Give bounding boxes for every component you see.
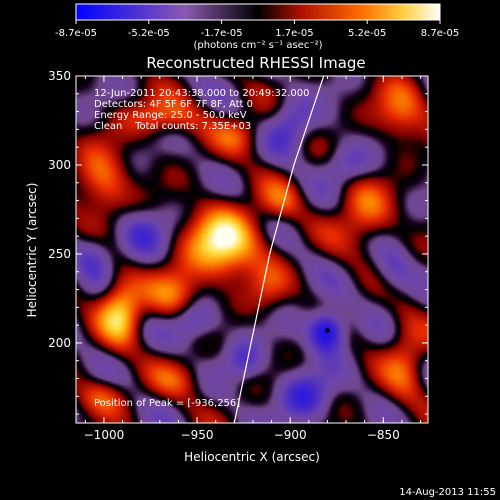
colorbar-tick-label: 8.7e-05 [421, 28, 459, 39]
x-tick-label: −1000 [84, 428, 125, 442]
x-tick-label: −950 [181, 428, 214, 442]
y-tick-label: 300 [48, 158, 71, 172]
energy-range-text: Energy Range: 25.0 - 50.0 keV [94, 110, 247, 121]
colorbar-tick-label: -1.7e-05 [201, 28, 243, 39]
x-tick-label: −900 [274, 428, 307, 442]
colorbar: -8.7e-05 -5.2e-05 -1.7e-05 1.7e-05 5.2e-05 8.… [55, 3, 459, 51]
y-axis-label: Heliocentric Y (arcsec) [25, 183, 39, 318]
x-axis-label: Heliocentric X (arcsec) [184, 450, 320, 464]
annotations: 12-Jun-2011 20:43:38.000 to 20:49:32.000… [94, 88, 310, 409]
y-tick-label: 200 [48, 336, 71, 350]
colorbar-gradient [75, 3, 441, 21]
colorbar-tick-label: 1.7e-05 [275, 28, 313, 39]
chart-title: Reconstructed RHESSI Image [146, 54, 365, 72]
peak-marker [325, 328, 330, 333]
y-tick-label: 250 [48, 247, 71, 261]
detectors-text: Detectors: 4F 5F 6F 7F 8F, Att 0 [94, 99, 253, 110]
colorbar-tick-label: -8.7e-05 [55, 28, 97, 39]
colorbar-units: (photons cm⁻² s⁻¹ asec⁻²) [193, 40, 322, 51]
time-range-text: 12-Jun-2011 20:43:38.000 to 20:49:32.000 [94, 88, 310, 99]
solar-limb-line [233, 75, 325, 424]
peak-position-text: Position of Peak = [-936,256] [94, 398, 240, 409]
peak-dot [325, 328, 330, 333]
plot-frame [75, 75, 429, 424]
plot-area: −1000 −950 −900 −850 200 250 300 350 [48, 69, 429, 442]
colorbar-tick-label: -5.2e-05 [128, 28, 170, 39]
colorbar-tick-label: 5.2e-05 [348, 28, 386, 39]
footer-date: 14-Aug-2013 11:55 [399, 487, 496, 498]
axis-ticks: −1000 −950 −900 −850 200 250 300 350 [48, 69, 428, 442]
heatmap-image [76, 76, 428, 423]
x-tick-label: −850 [367, 428, 400, 442]
clean-counts-text: Clean Total counts: 7.35E+03 [94, 121, 251, 132]
colorbar-ticks: -8.7e-05 -5.2e-05 -1.7e-05 1.7e-05 5.2e-05 8.… [55, 20, 459, 39]
y-tick-label: 350 [48, 69, 71, 83]
